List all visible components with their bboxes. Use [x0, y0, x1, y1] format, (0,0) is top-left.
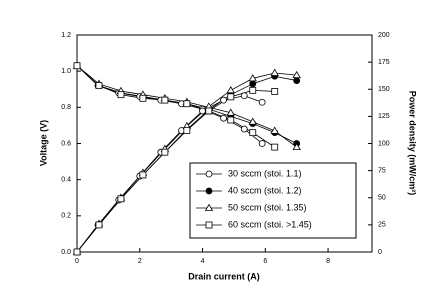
- y2-tick-label: 0: [378, 249, 382, 256]
- marker: [117, 195, 125, 203]
- marker: [270, 126, 279, 134]
- marker: [199, 107, 206, 115]
- y-tick-label: 0.4: [61, 177, 71, 184]
- legend-marker: [205, 221, 213, 229]
- y2-tick-label: 25: [378, 222, 386, 229]
- x-tick-label: 2: [138, 258, 142, 265]
- marker: [227, 93, 235, 101]
- x-tick-label: 6: [263, 258, 267, 265]
- legend-label: 50 sccm (stoi. 1.35): [228, 202, 307, 212]
- marker: [240, 92, 248, 100]
- marker: [258, 140, 266, 147]
- marker: [161, 148, 169, 156]
- legend-box: [189, 162, 357, 239]
- marker: [248, 117, 257, 125]
- x-tick-label: 0: [75, 258, 79, 265]
- y-tick-label: 1.0: [61, 68, 71, 75]
- series-line: [76, 65, 275, 148]
- marker: [183, 100, 191, 108]
- legend-marker: [204, 203, 214, 211]
- marker: [226, 108, 235, 116]
- legend-label: 40 sccm (stoi. 1.2): [228, 185, 302, 195]
- y2-tick-label: 50: [378, 195, 386, 202]
- marker: [270, 68, 279, 76]
- y-tick-label: 0.6: [61, 140, 71, 147]
- y2-tick-label: 175: [378, 59, 390, 66]
- y2-axis-label: Power density (mW/cm²): [408, 91, 418, 196]
- marker: [249, 129, 257, 137]
- marker: [293, 77, 301, 84]
- y2-tick-label: 100: [378, 140, 390, 147]
- marker: [271, 88, 279, 95]
- y-tick-label: 0.0: [61, 249, 71, 256]
- y-tick-label: 1.2: [61, 32, 71, 39]
- marker: [205, 107, 213, 115]
- marker: [227, 116, 235, 124]
- y2-tick-label: 150: [378, 86, 390, 93]
- marker: [183, 127, 191, 134]
- x-axis-label: Drain current (A): [188, 271, 260, 281]
- marker: [220, 114, 227, 122]
- marker: [249, 80, 257, 88]
- legend-label: 30 sccm (stoi. 1.1): [228, 168, 302, 178]
- marker: [220, 96, 227, 104]
- marker: [292, 70, 301, 79]
- marker: [258, 98, 266, 106]
- marker: [95, 221, 103, 229]
- series-line: [76, 65, 263, 144]
- y2-tick-label: 200: [378, 32, 390, 39]
- marker: [161, 96, 169, 104]
- marker: [240, 125, 248, 133]
- y-tick-label: 0.8: [61, 104, 71, 111]
- marker: [73, 248, 81, 256]
- y-axis-label: Voltage (V): [38, 120, 48, 166]
- x-tick-label: 4: [201, 258, 205, 265]
- marker: [139, 94, 147, 102]
- marker: [226, 86, 235, 94]
- x-tick-label: 8: [326, 258, 330, 265]
- marker: [249, 86, 257, 94]
- marker: [271, 143, 279, 151]
- marker: [292, 142, 301, 151]
- marker: [95, 82, 103, 90]
- marker: [139, 171, 147, 179]
- marker: [73, 62, 81, 70]
- y2-tick-label: 75: [378, 167, 386, 174]
- marker: [117, 91, 125, 99]
- y-tick-label: 0.2: [61, 213, 71, 220]
- marker: [248, 74, 257, 82]
- legend-label: 60 sccm (stoi. >1.45): [228, 219, 312, 229]
- legend-marker: [205, 187, 213, 195]
- legend-marker: [205, 170, 213, 178]
- y2-tick-label: 125: [378, 113, 390, 120]
